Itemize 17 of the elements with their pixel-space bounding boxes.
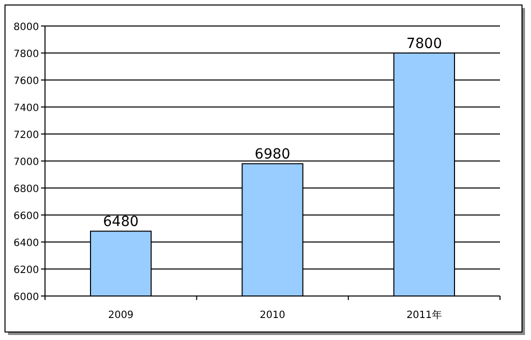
data-label: 6480 — [103, 214, 139, 230]
x-tick-label: 2011年 — [406, 309, 442, 321]
y-tick-label: 7000 — [14, 157, 39, 168]
y-tick-label: 8000 — [14, 22, 39, 33]
data-label: 6980 — [254, 146, 290, 163]
y-tick-label: 6200 — [14, 265, 39, 276]
y-tick-label: 6400 — [14, 238, 39, 249]
y-tick-label: 7200 — [14, 130, 39, 141]
y-tick-label: 6000 — [14, 292, 39, 303]
y-tick-label: 7400 — [14, 103, 39, 114]
x-tick-label: 2010 — [260, 310, 286, 321]
x-tick-label: 2009 — [108, 310, 134, 321]
y-tick-label: 6800 — [14, 184, 39, 195]
y-tick-label: 7600 — [14, 76, 39, 87]
data-label: 7800 — [406, 36, 442, 52]
y-tick-label: 7800 — [14, 49, 39, 60]
y-tick-label: 6600 — [14, 211, 39, 222]
